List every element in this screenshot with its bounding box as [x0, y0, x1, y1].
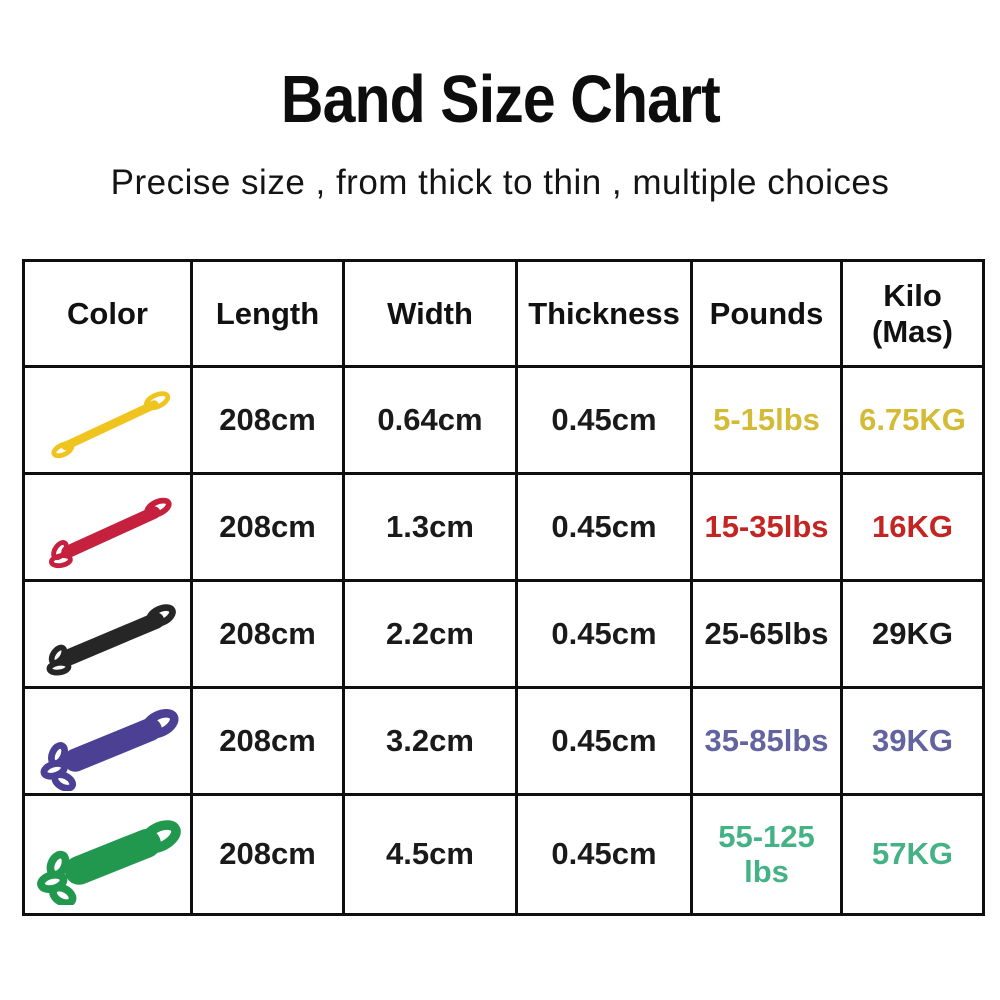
pounds-cell: 55-125 lbs	[690, 793, 843, 916]
color-cell	[22, 686, 193, 796]
table-row-purple-band: 208cm 3.2cm 0.45cm 35-85lbs 39KG	[22, 686, 985, 796]
kilo-cell: 39KG	[840, 686, 985, 796]
green-resistance-band-icon	[36, 819, 181, 905]
thickness-cell: 0.45cm	[515, 793, 693, 916]
pounds-cell: 35-85lbs	[690, 686, 843, 796]
black-resistance-band-icon	[46, 604, 176, 676]
title-wrap: Band Size Chart	[0, 0, 1000, 133]
kilo-cell: 6.75KG	[840, 365, 985, 475]
table-row-red-band: 208cm 1.3cm 0.45cm 15-35lbs 16KG	[22, 472, 985, 582]
length-cell: 208cm	[190, 793, 345, 916]
width-cell: 4.5cm	[342, 793, 518, 916]
thickness-cell: 0.45cm	[515, 365, 693, 475]
thickness-cell: 0.45cm	[515, 472, 693, 582]
color-cell	[22, 793, 193, 916]
width-cell: 2.2cm	[342, 579, 518, 689]
color-cell	[22, 365, 193, 475]
column-header-width: Width	[342, 259, 518, 368]
width-cell: 3.2cm	[342, 686, 518, 796]
page-subtitle: Precise size , from thick to thin , mult…	[110, 163, 890, 202]
length-cell: 208cm	[190, 579, 345, 689]
pounds-cell: 15-35lbs	[690, 472, 843, 582]
kilo-cell: 57KG	[840, 793, 985, 916]
yellow-resistance-band-icon	[50, 391, 170, 459]
width-cell: 1.3cm	[342, 472, 518, 582]
color-cell	[22, 472, 193, 582]
pounds-cell: 5-15lbs	[690, 365, 843, 475]
kilo-header-line2: (Mas)	[872, 313, 953, 349]
color-cell	[22, 579, 193, 689]
page-title: Band Size Chart	[280, 62, 721, 137]
column-header-pounds: Pounds	[690, 259, 843, 368]
thickness-cell: 0.45cm	[515, 579, 693, 689]
kilo-cell: 16KG	[840, 472, 985, 582]
column-header-kilo: Kilo (Mas)	[840, 259, 985, 368]
thickness-cell: 0.45cm	[515, 686, 693, 796]
table-row-green-band: 208cm 4.5cm 0.45cm 55-125 lbs 57KG	[22, 793, 985, 916]
length-cell: 208cm	[190, 472, 345, 582]
column-header-color: Color	[22, 259, 193, 368]
table-row-yellow-band: 208cm 0.64cm 0.45cm 5-15lbs 6.75KG	[22, 365, 985, 475]
purple-resistance-band-icon	[40, 708, 179, 791]
kilo-header-line1: Kilo	[883, 277, 942, 313]
subtitle-wrap: Precise size , from thick to thin , mult…	[0, 163, 1000, 203]
table-header-row: Color Length Width Thickness Pounds Kilo…	[22, 259, 985, 368]
length-cell: 208cm	[190, 365, 345, 475]
pounds-cell: 25-65lbs	[690, 579, 843, 689]
table-row-black-band: 208cm 2.2cm 0.45cm 25-65lbs 29KG	[22, 579, 985, 689]
length-cell: 208cm	[190, 686, 345, 796]
kilo-cell: 29KG	[840, 579, 985, 689]
red-resistance-band-icon	[48, 497, 172, 569]
width-cell: 0.64cm	[342, 365, 518, 475]
column-header-length: Length	[190, 259, 345, 368]
band-size-table: Color Length Width Thickness Pounds Kilo…	[22, 259, 985, 916]
column-header-thickness: Thickness	[515, 259, 693, 368]
